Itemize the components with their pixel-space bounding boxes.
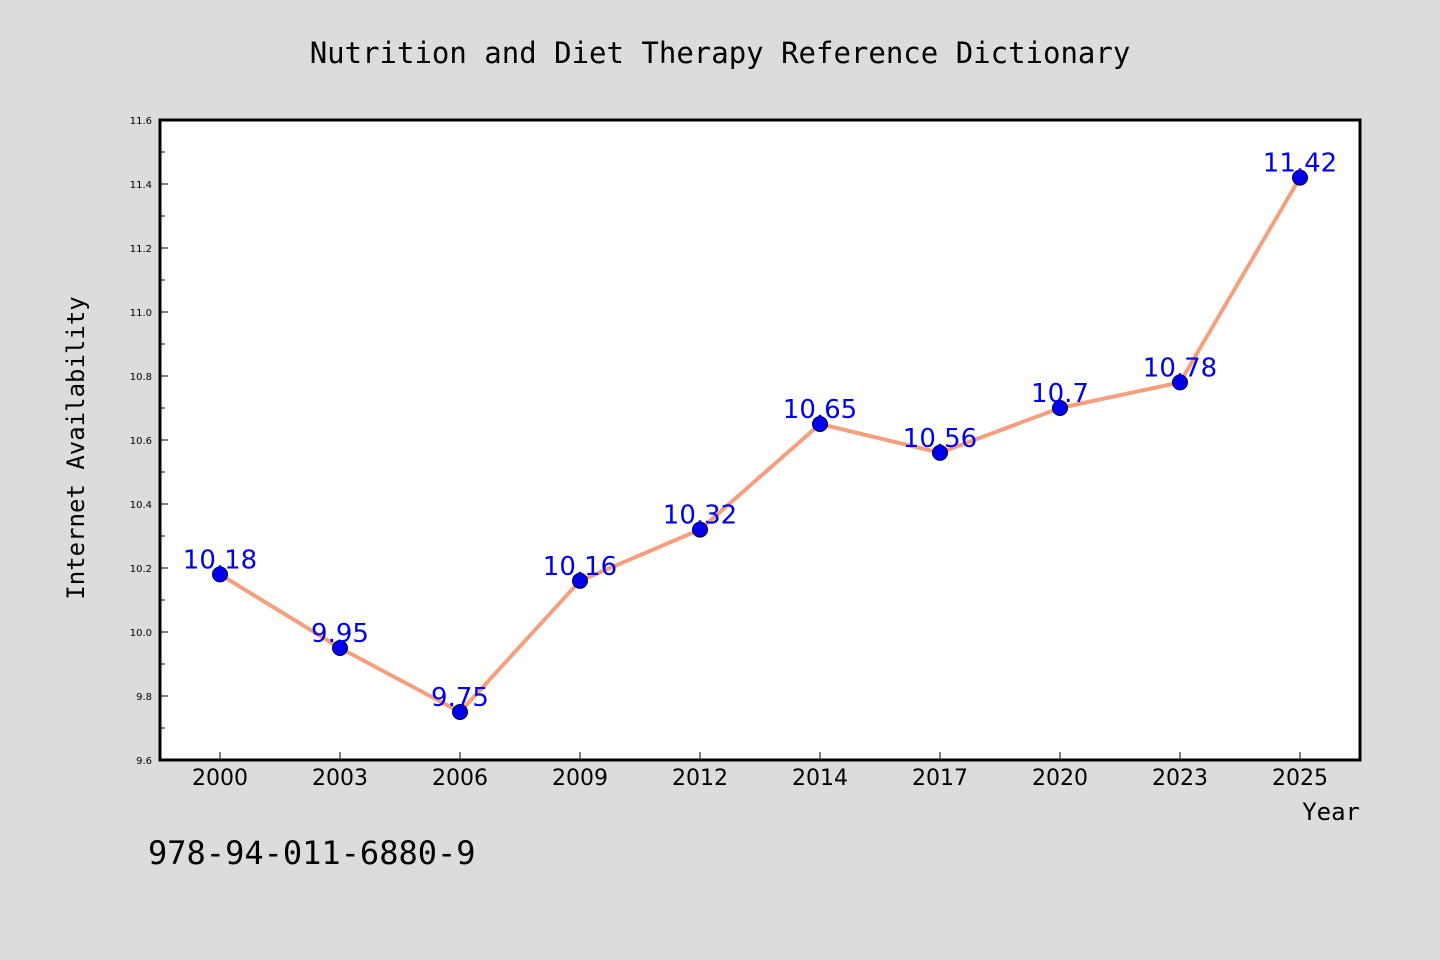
chart-title: Nutrition and Diet Therapy Reference Dic… — [310, 36, 1131, 70]
plot-area — [158, 118, 1362, 762]
x-tick-label: 2017 — [912, 766, 968, 791]
data-point — [332, 640, 348, 656]
data-label: 10.78 — [1143, 353, 1217, 383]
y-tick-label: 10.2 — [130, 564, 152, 575]
y-tick-label: 11.6 — [130, 116, 152, 127]
data-point — [692, 521, 708, 538]
data-point — [812, 416, 828, 432]
x-tick-label: 2023 — [1152, 766, 1208, 791]
data-point — [452, 704, 468, 720]
data-label: 10.16 — [543, 552, 617, 582]
y-axis: 9.6 9.8 10.0 10.2 10.4 10.6 10.8 11.0 11.2 11.4 11… — [130, 116, 168, 767]
data-point — [1292, 169, 1308, 186]
y-tick-label: 11.2 — [130, 244, 152, 255]
data-label: 10.56 — [903, 424, 977, 454]
y-tick-label: 9.6 — [136, 756, 152, 767]
y-axis-label: Internet Availability — [62, 296, 90, 599]
x-axis: 2000 2003 2006 2009 2012 2014 2017 2020 2023 2025 — [192, 752, 1328, 791]
x-tick-label: 2014 — [792, 766, 848, 791]
y-tick-label: 10.4 — [130, 500, 152, 511]
x-tick-label: 2012 — [672, 766, 728, 791]
x-axis-label: Year — [1302, 798, 1360, 826]
y-tick-label: 9.8 — [136, 692, 152, 703]
data-point — [212, 566, 228, 583]
data-point — [1052, 400, 1068, 416]
data-label: 10.65 — [783, 395, 857, 425]
data-point — [572, 572, 588, 589]
data-label: 10.32 — [663, 501, 737, 531]
data-label: 9.75 — [431, 683, 489, 713]
x-tick-label: 2006 — [432, 766, 488, 791]
data-label: 11.42 — [1263, 149, 1337, 179]
series-layer: 10.18 9.95 9.75 10.16 10.32 10.65 10.56 10.7 10.… — [183, 149, 1337, 720]
y-tick-label: 11.0 — [130, 308, 152, 319]
y-tick-label: 10.0 — [130, 628, 152, 639]
x-tick-label: 2020 — [1032, 766, 1088, 791]
x-tick-label: 2009 — [552, 766, 608, 791]
y-tick-label: 10.8 — [130, 372, 152, 383]
data-point — [1172, 374, 1188, 391]
series-line — [218, 176, 1302, 714]
y-tick-label: 10.6 — [130, 436, 152, 447]
y-tick-label: 11.4 — [130, 180, 152, 191]
x-tick-label: 2000 — [192, 766, 248, 791]
data-label: 9.95 — [311, 619, 369, 649]
data-label: 10.18 — [183, 545, 257, 575]
data-point — [932, 444, 948, 461]
x-tick-label: 2003 — [312, 766, 368, 791]
x-tick-label: 2025 — [1272, 766, 1328, 791]
data-label: 10.7 — [1031, 379, 1089, 409]
isbn-code: 978-94-011-6880-9 — [148, 834, 476, 872]
